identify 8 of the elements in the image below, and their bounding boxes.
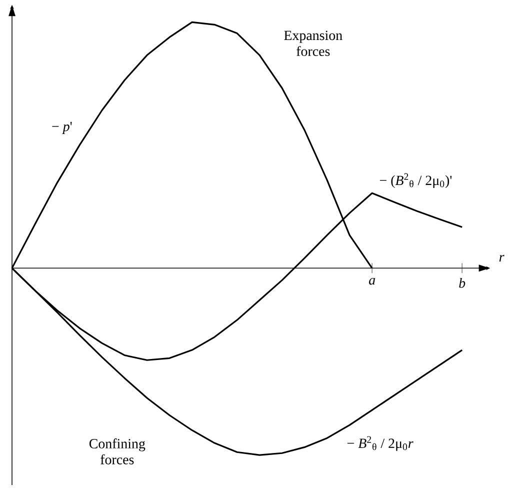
series-label: − p' xyxy=(52,122,72,134)
series-label: − (B$^{2}$$_{θ}$ / 2μ$_{0}$)' xyxy=(380,173,452,188)
x-tick-label: a xyxy=(369,278,376,285)
x-axis-title: r xyxy=(499,254,504,262)
annotation: Expansion forces xyxy=(284,30,342,56)
series-label: − B$^{2}$$_{θ}$ / 2μ$_{0}$r xyxy=(347,436,414,451)
x-tick-label: b xyxy=(459,278,466,288)
annotation: Confining forces xyxy=(89,438,146,464)
